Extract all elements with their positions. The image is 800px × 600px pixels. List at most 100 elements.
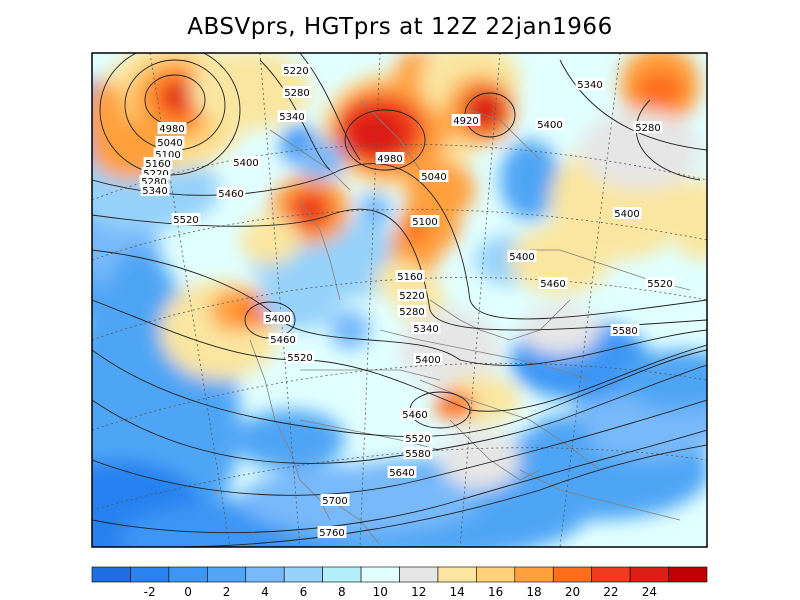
svg-text:5280: 5280 — [141, 177, 166, 188]
svg-text:4920: 4920 — [453, 116, 478, 127]
svg-text:5460: 5460 — [402, 410, 427, 421]
contour-label: 5580 — [610, 324, 640, 337]
colorbar-swatch — [399, 566, 439, 583]
contour-label: 5520 — [285, 351, 315, 364]
svg-text:5220: 5220 — [143, 169, 168, 180]
colorbar-tick-label: 14 — [450, 585, 465, 599]
svg-text:5220: 5220 — [283, 66, 308, 77]
colorbar-tick-label: 18 — [526, 585, 541, 599]
contour-label: 5280 — [282, 86, 312, 99]
contour-label: 5400 — [263, 312, 293, 325]
svg-text:5340: 5340 — [413, 324, 438, 335]
svg-text:5400: 5400 — [537, 120, 562, 131]
contour-label: 5220 — [281, 64, 311, 77]
contour-label: 5460 — [538, 277, 568, 290]
svg-text:5280: 5280 — [399, 307, 424, 318]
contour-label: 5400 — [507, 250, 537, 263]
contour-label: 5160 — [395, 270, 425, 283]
contour-label: 5580 — [403, 447, 433, 460]
contour-label: 5460 — [216, 187, 246, 200]
contour-label: 5520 — [403, 432, 433, 445]
colorbar-swatch — [591, 566, 631, 583]
contour-label: 5160 — [143, 157, 173, 170]
contour-label: 5400 — [535, 118, 565, 131]
contour-label: 4920 — [451, 114, 481, 127]
svg-text:5100: 5100 — [155, 150, 180, 161]
colorbar-tick-label: -2 — [144, 585, 156, 599]
contour-label: 4980 — [157, 122, 187, 135]
svg-text:5520: 5520 — [173, 215, 198, 226]
colorbar-swatch — [552, 566, 592, 583]
contour-label: 5220 — [397, 289, 427, 302]
colorbar-swatch — [245, 566, 285, 583]
contour-label: 5700 — [320, 494, 350, 507]
svg-text:5400: 5400 — [509, 252, 534, 263]
contour-label: 5400 — [413, 353, 443, 366]
svg-text:5280: 5280 — [635, 123, 660, 134]
svg-text:5460: 5460 — [218, 189, 243, 200]
lat-lon-grid — [92, 53, 707, 547]
colorbar-swatch — [283, 566, 323, 583]
contour-label: 5340 — [575, 78, 605, 91]
svg-text:5460: 5460 — [540, 279, 565, 290]
contour-label: 5100 — [410, 215, 440, 228]
colorbar-tick-label: 4 — [261, 585, 269, 599]
contour-label: 5640 — [387, 466, 417, 479]
svg-text:5280: 5280 — [284, 88, 309, 99]
colorbar-tick-label: 10 — [373, 585, 388, 599]
svg-text:5220: 5220 — [399, 291, 424, 302]
contour-label: 5340 — [277, 110, 307, 123]
contour-label: 5340 — [140, 184, 170, 197]
svg-text:5520: 5520 — [647, 279, 672, 290]
chart-title: ABSVprs, HGTprs at 12Z 22jan1966 — [187, 14, 613, 40]
contour-label: 5460 — [268, 333, 298, 346]
svg-text:5160: 5160 — [397, 272, 422, 283]
map-frame — [91, 52, 708, 548]
svg-text:5580: 5580 — [405, 449, 430, 460]
svg-text:5340: 5340 — [577, 80, 602, 91]
colorbar-tick-label: 0 — [184, 585, 192, 599]
colorbar-tick-label: 22 — [603, 585, 618, 599]
svg-text:5640: 5640 — [389, 468, 414, 479]
contour-label: 5520 — [645, 277, 675, 290]
colorbar-swatch — [476, 566, 516, 583]
colorbar-swatch — [514, 566, 554, 583]
colorbar-swatch — [360, 566, 400, 583]
contour-label: 4980 — [375, 152, 405, 165]
svg-text:5700: 5700 — [322, 496, 347, 507]
colorbar-tick-label: 12 — [411, 585, 426, 599]
colorbar-tick-label: 24 — [642, 585, 657, 599]
geography-lines — [249, 99, 691, 546]
colorbar-swatch — [91, 566, 131, 583]
contour-label: 5520 — [171, 213, 201, 226]
svg-text:4980: 4980 — [377, 154, 402, 165]
contour-labels: 5220528053404980504051005160522052805340… — [139, 64, 675, 539]
contour-label: 5400 — [231, 156, 261, 169]
colorbar-swatch — [322, 566, 362, 583]
svg-text:5520: 5520 — [405, 434, 430, 445]
colorbar-tick-label: 2 — [223, 585, 231, 599]
contour-label: 5280 — [633, 121, 663, 134]
contour-label: 5760 — [317, 526, 347, 539]
svg-text:5520: 5520 — [287, 353, 312, 364]
colorbar-tick-label: 16 — [488, 585, 503, 599]
colorbar-swatch — [437, 566, 477, 583]
contour-label: 5340 — [411, 322, 441, 335]
svg-text:5400: 5400 — [233, 158, 258, 169]
contour-label: 5040 — [155, 136, 185, 149]
colorbar-swatch — [207, 566, 247, 583]
svg-text:5340: 5340 — [279, 112, 304, 123]
svg-text:5580: 5580 — [612, 326, 637, 337]
svg-text:5400: 5400 — [415, 355, 440, 366]
contour-label: 5280 — [397, 305, 427, 318]
contour-label: 5460 — [400, 408, 430, 421]
colorbar-tick-label: 8 — [338, 585, 346, 599]
colorbar-swatch — [168, 566, 208, 583]
colorbar-tick-label: 6 — [300, 585, 308, 599]
svg-text:5340: 5340 — [142, 186, 167, 197]
svg-text:5760: 5760 — [319, 528, 344, 539]
svg-text:4980: 4980 — [159, 124, 184, 135]
colorbar-swatch — [668, 566, 708, 583]
